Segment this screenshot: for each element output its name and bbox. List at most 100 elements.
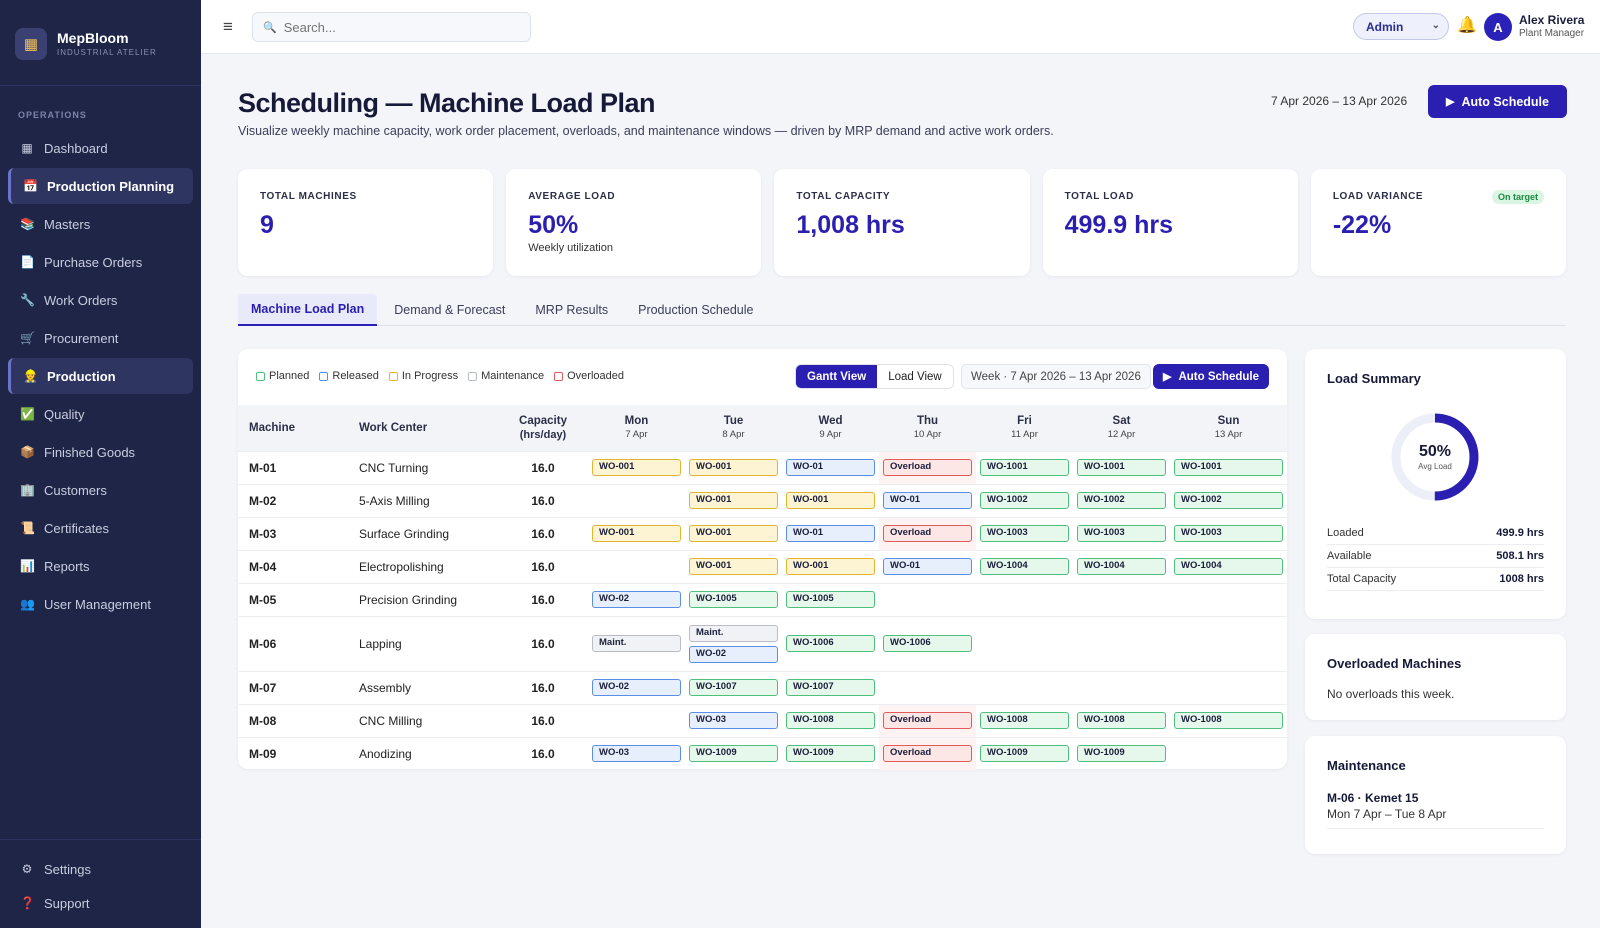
tab-demand-forecast[interactable]: Demand & Forecast <box>394 303 506 317</box>
table-row[interactable]: M-08 CNC Milling 16.0 WO-03 WO-1008 Overload W… <box>238 703 1287 737</box>
sidebar-item-certificates[interactable]: 📜 Certificates <box>8 510 193 546</box>
work-order-block[interactable]: WO-1008 <box>1077 712 1166 729</box>
work-order-block[interactable]: WO-1002 <box>1174 492 1283 509</box>
machine-id-link[interactable]: M-03 <box>238 516 348 550</box>
work-order-block[interactable]: WO-001 <box>689 492 778 509</box>
table-row[interactable]: M-06 Lapping 16.0 Maint. Maint. WO-02 WO-1006 W… <box>238 615 1287 671</box>
load-view-button[interactable]: Load View <box>877 365 953 388</box>
overload-block[interactable]: Overload <box>883 712 972 729</box>
maintenance-block[interactable]: Maint. <box>592 635 681 652</box>
search-box[interactable]: 🔍 <box>252 12 531 42</box>
work-order-block[interactable]: WO-1005 <box>689 591 778 608</box>
avatar[interactable]: A <box>1484 13 1512 41</box>
work-order-block[interactable]: WO-1009 <box>689 745 778 763</box>
sidebar-item-dashboard[interactable]: ▦ Dashboard <box>8 130 193 166</box>
sidebar-item-user-management[interactable]: 👥 User Management <box>8 586 193 622</box>
work-order-block[interactable]: WO-1007 <box>786 679 875 696</box>
tab-mrp-results[interactable]: MRP Results <box>535 303 609 317</box>
search-input[interactable] <box>283 19 524 35</box>
work-order-block[interactable]: WO-1003 <box>1174 525 1283 542</box>
work-order-block[interactable]: WO-001 <box>689 525 778 542</box>
machine-id-link[interactable]: M-09 <box>238 736 348 770</box>
sidebar-item-support[interactable]: ❓ Support <box>8 886 193 920</box>
brand[interactable]: ▦ MepBloom INDUSTRIAL ATELIER <box>0 0 201 86</box>
work-order-block[interactable]: WO-02 <box>592 679 681 696</box>
work-order-block[interactable]: WO-001 <box>689 558 778 575</box>
work-order-block[interactable]: WO-01 <box>883 492 972 509</box>
machine-id-link[interactable]: M-08 <box>238 703 348 737</box>
work-order-block[interactable]: WO-1003 <box>980 525 1069 542</box>
maintenance-item[interactable]: M-06 · Kemet 15 Mon 7 Apr – Tue 8 Apr <box>1327 791 1544 829</box>
work-order-block[interactable]: WO-03 <box>592 745 681 763</box>
role-select[interactable]: Admin ⌄ <box>1353 13 1449 40</box>
gantt-view-button[interactable]: Gantt View <box>796 365 878 388</box>
sidebar-item-procurement[interactable]: 🛒 Procurement <box>8 320 193 356</box>
work-order-block[interactable]: WO-1002 <box>980 492 1069 509</box>
table-row[interactable]: M-02 5-Axis Milling 16.0 WO-001 WO-001 WO-01 W… <box>238 483 1287 517</box>
table-row[interactable]: M-09 Anodizing 16.0 WO-03 WO-1009 WO-1009 Over… <box>238 736 1287 770</box>
tab-machine-load-plan[interactable]: Machine Load Plan <box>238 294 378 326</box>
work-order-block[interactable]: WO-001 <box>786 558 875 575</box>
work-order-block[interactable]: WO-1005 <box>786 591 875 608</box>
sidebar-item-masters[interactable]: 📚 Masters <box>8 206 193 242</box>
table-row[interactable]: M-05 Precision Grinding 16.0 WO-02 WO-1005 WO… <box>238 582 1287 616</box>
machine-id-link[interactable]: M-05 <box>238 582 348 616</box>
work-order-block[interactable]: WO-1002 <box>1077 492 1166 509</box>
work-order-block[interactable]: WO-001 <box>592 459 681 476</box>
work-order-block[interactable]: WO-1009 <box>980 745 1069 763</box>
work-order-block[interactable]: WO-1009 <box>1077 745 1166 763</box>
maintenance-block[interactable]: Maint. <box>689 624 778 642</box>
work-order-block[interactable]: WO-1006 <box>786 635 875 652</box>
machine-id-link[interactable]: M-06 <box>238 615 348 671</box>
sidebar-item-finished-goods[interactable]: 📦 Finished Goods <box>8 434 193 470</box>
auto-schedule-card-button[interactable]: ▶ Auto Schedule <box>1153 364 1269 389</box>
work-order-block[interactable]: WO-02 <box>592 591 681 608</box>
machine-id-link[interactable]: M-01 <box>238 450 348 484</box>
work-order-block[interactable]: WO-1001 <box>1077 459 1166 476</box>
overload-block[interactable]: Overload <box>883 459 972 476</box>
work-order-block[interactable]: WO-1009 <box>786 745 875 763</box>
work-order-block[interactable]: WO-01 <box>786 525 875 542</box>
work-order-block[interactable]: WO-03 <box>689 712 778 729</box>
work-order-block[interactable]: WO-1001 <box>1174 459 1283 476</box>
user-info[interactable]: Alex Rivera Plant Manager <box>1519 13 1584 39</box>
overload-block[interactable]: Overload <box>883 525 972 542</box>
sidebar-item-settings[interactable]: ⚙ Settings <box>8 852 193 886</box>
table-row[interactable]: M-01 CNC Turning 16.0 WO-001 WO-001 WO-01 Over… <box>238 450 1287 484</box>
machine-id-link[interactable]: M-02 <box>238 483 348 517</box>
work-order-block[interactable]: WO-001 <box>592 525 681 542</box>
work-order-block[interactable]: WO-1004 <box>1077 558 1166 575</box>
work-order-block[interactable]: WO-01 <box>883 558 972 575</box>
machine-id-link[interactable]: M-07 <box>238 670 348 704</box>
auto-schedule-button[interactable]: ▶ Auto Schedule <box>1428 85 1567 118</box>
week-selector[interactable]: Week · 7 Apr 2026 – 13 Apr 2026 <box>961 364 1151 389</box>
work-order-block[interactable]: WO-001 <box>786 492 875 509</box>
work-order-block[interactable]: WO-1004 <box>1174 558 1283 575</box>
work-order-block[interactable]: WO-1007 <box>689 679 778 696</box>
work-order-block[interactable]: WO-01 <box>786 459 875 476</box>
bell-icon[interactable]: 🔔 <box>1457 17 1477 34</box>
sidebar-item-work-orders[interactable]: 🔧 Work Orders <box>8 282 193 318</box>
work-order-block[interactable]: WO-1003 <box>1077 525 1166 542</box>
work-order-block[interactable]: WO-1004 <box>980 558 1069 575</box>
machine-id-link[interactable]: M-04 <box>238 549 348 583</box>
sidebar-item-reports[interactable]: 📊 Reports <box>8 548 193 584</box>
work-order-block[interactable]: WO-1001 <box>980 459 1069 476</box>
table-row[interactable]: M-03 Surface Grinding 16.0 WO-001 WO-001 WO-0… <box>238 516 1287 550</box>
sidebar-item-quality[interactable]: ✅ Quality <box>8 396 193 432</box>
table-row[interactable]: M-07 Assembly 16.0 WO-02 WO-1007 WO-1007 <box>238 670 1287 704</box>
work-order-block[interactable]: WO-001 <box>689 459 778 476</box>
table-row[interactable]: M-04 Electropolishing 16.0 WO-001 WO-001 WO-0… <box>238 549 1287 583</box>
work-order-block[interactable]: WO-1008 <box>786 712 875 729</box>
tab-production-schedule[interactable]: Production Schedule <box>638 303 754 317</box>
work-order-block[interactable]: WO-02 <box>689 645 778 663</box>
sidebar-item-purchase-orders[interactable]: 📄 Purchase Orders <box>8 244 193 280</box>
sidebar-item-production[interactable]: 👷 Production <box>8 358 193 394</box>
sidebar-item-customers[interactable]: 🏢 Customers <box>8 472 193 508</box>
work-order-block[interactable]: WO-1006 <box>883 635 972 652</box>
sidebar-item-production-planning[interactable]: 📅 Production Planning <box>8 168 193 204</box>
work-order-block[interactable]: WO-1008 <box>1174 712 1283 729</box>
work-order-block[interactable]: WO-1008 <box>980 712 1069 729</box>
menu-icon[interactable]: ≡ <box>223 17 233 36</box>
overload-block[interactable]: Overload <box>883 745 972 763</box>
